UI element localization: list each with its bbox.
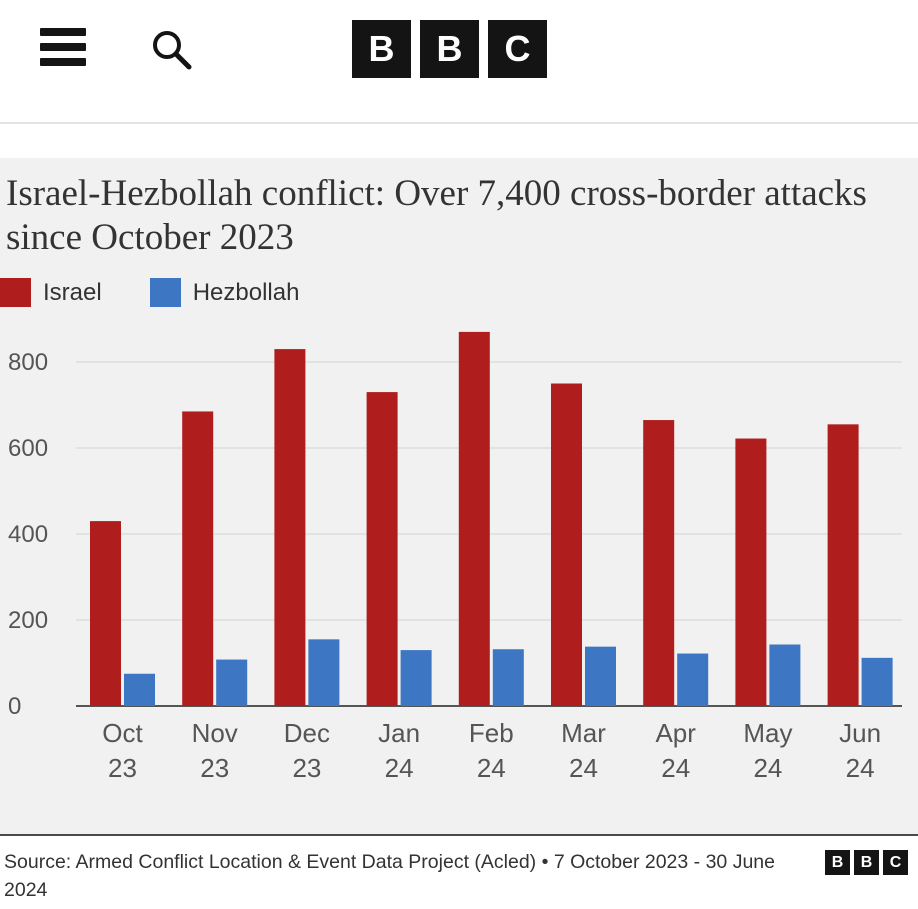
logo-letter: C bbox=[883, 850, 908, 875]
bar-hezbollah bbox=[585, 646, 616, 706]
bar-hezbollah bbox=[308, 639, 340, 706]
logo-letter: B bbox=[420, 20, 479, 78]
x-tick-label: Jun bbox=[839, 718, 881, 748]
x-tick-label: Jan bbox=[378, 718, 420, 748]
bar-israel bbox=[827, 424, 859, 706]
bbc-mini-logo: B B C bbox=[825, 850, 908, 875]
x-tick-label: Feb bbox=[469, 718, 514, 748]
bar-israel bbox=[90, 521, 121, 706]
chart-legend: Israel Hezbollah bbox=[0, 278, 347, 307]
bar-israel bbox=[458, 331, 490, 706]
bar-hezbollah bbox=[400, 650, 432, 706]
bar-hezbollah bbox=[769, 644, 801, 706]
bar-hezbollah bbox=[492, 649, 524, 706]
bar-israel bbox=[274, 349, 306, 706]
x-tick-label: 24 bbox=[385, 753, 414, 783]
x-tick-label: 24 bbox=[569, 753, 598, 783]
bar-hezbollah bbox=[216, 659, 248, 706]
x-tick-label: 23 bbox=[108, 753, 137, 783]
search-icon[interactable] bbox=[150, 28, 194, 72]
y-tick-label: 400 bbox=[8, 521, 48, 548]
legend-swatch-israel bbox=[0, 278, 31, 307]
x-tick-label: 23 bbox=[292, 753, 321, 783]
x-tick-label: Dec bbox=[284, 718, 330, 748]
source-note: Source: Armed Conflict Location & Event … bbox=[4, 851, 775, 901]
x-tick-label: 24 bbox=[753, 753, 782, 783]
legend-label-israel: Israel bbox=[43, 278, 102, 306]
legend-swatch-hezbollah bbox=[149, 278, 181, 307]
y-tick-label: 800 bbox=[8, 349, 48, 376]
x-tick-label: 23 bbox=[200, 753, 229, 783]
bbc-logo[interactable]: B B C bbox=[352, 20, 547, 78]
menu-icon[interactable] bbox=[40, 28, 86, 70]
x-tick-label: Mar bbox=[561, 718, 606, 748]
bar-hezbollah bbox=[124, 673, 155, 706]
logo-letter: C bbox=[488, 20, 547, 78]
bar-israel bbox=[366, 392, 398, 706]
y-tick-label: 0 bbox=[8, 693, 21, 720]
bar-israel bbox=[643, 420, 675, 706]
site-header: B B C bbox=[0, 0, 918, 124]
y-tick-label: 200 bbox=[8, 607, 48, 634]
x-tick-label: 24 bbox=[477, 753, 506, 783]
x-tick-label: Nov bbox=[192, 718, 238, 748]
logo-letter: B bbox=[854, 850, 879, 875]
x-tick-label: May bbox=[743, 718, 792, 748]
logo-letter: B bbox=[352, 20, 411, 78]
x-tick-label: 24 bbox=[846, 753, 875, 783]
bar-hezbollah bbox=[861, 657, 893, 706]
legend-item-israel: Israel bbox=[0, 278, 102, 307]
bar-israel bbox=[182, 411, 214, 706]
bar-chart: 0 200 400 600 800 Oct 23 Nov 23 Dec 23 Jan 24 Feb 24 Ma… bbox=[8, 331, 902, 783]
bar-israel bbox=[551, 383, 582, 706]
legend-item-hezbollah: Hezbollah bbox=[149, 278, 300, 307]
legend-label-hezbollah: Hezbollah bbox=[192, 278, 300, 306]
y-tick-label: 600 bbox=[8, 435, 48, 462]
logo-letter: B bbox=[825, 850, 850, 875]
x-tick-label: 24 bbox=[661, 753, 690, 783]
chart-footer: Source: Armed Conflict Location & Event … bbox=[0, 834, 918, 909]
x-tick-label: Apr bbox=[655, 718, 696, 748]
bar-israel bbox=[735, 438, 767, 706]
bar-hezbollah bbox=[677, 653, 709, 706]
x-tick-label: Oct bbox=[102, 718, 143, 748]
chart-card: Israel-Hezbollah conflict: Over 7,400 cr… bbox=[0, 158, 918, 907]
chart-title: Israel-Hezbollah conflict: Over 7,400 cr… bbox=[6, 173, 867, 258]
